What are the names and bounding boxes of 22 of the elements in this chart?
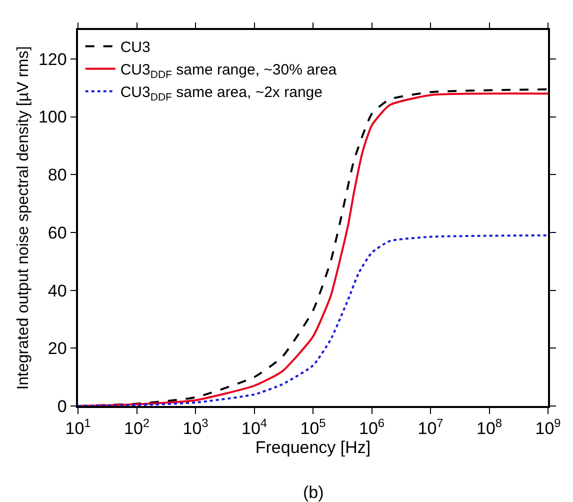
x-tick-label: 10$^{1}$	[65, 416, 92, 438]
legend-label: CU3	[120, 39, 150, 56]
x-axis-title: Frequency [Hz]	[255, 438, 371, 458]
y-tick-label: 40	[48, 281, 67, 300]
x-tick-label: 10$^{8}$	[476, 416, 502, 438]
x-tick-label: 10$^{5}$	[300, 416, 326, 438]
y-tick-label: 20	[48, 339, 67, 358]
y-tick-label: 80	[48, 166, 67, 185]
y-tick-label: 60	[48, 223, 67, 242]
text: (b)	[303, 483, 324, 502]
x-tick-label: 10$^{3}$	[182, 416, 209, 438]
x-tick-label: 10$^{6}$	[358, 416, 385, 438]
x-tick-label: 10$^{9}$	[535, 416, 562, 438]
x-tick-label: 10$^{2}$	[124, 416, 150, 438]
x-tick-label: 10$^{7}$	[418, 416, 444, 438]
y-tick-label: 100	[38, 108, 67, 127]
y-axis-title: Integrated output noise spectral density [µV rms]	[14, 46, 32, 390]
legend-label: CU3$_{DDF}$ same area, ~2x range	[120, 84, 322, 104]
y-tick-label: 120	[38, 50, 67, 69]
y-tick-label: 0	[57, 396, 67, 416]
x-tick-label: 10$^{4}$	[241, 416, 268, 438]
legend-label: CU3$_{DDF}$ same range, ~30% area	[120, 62, 338, 81]
